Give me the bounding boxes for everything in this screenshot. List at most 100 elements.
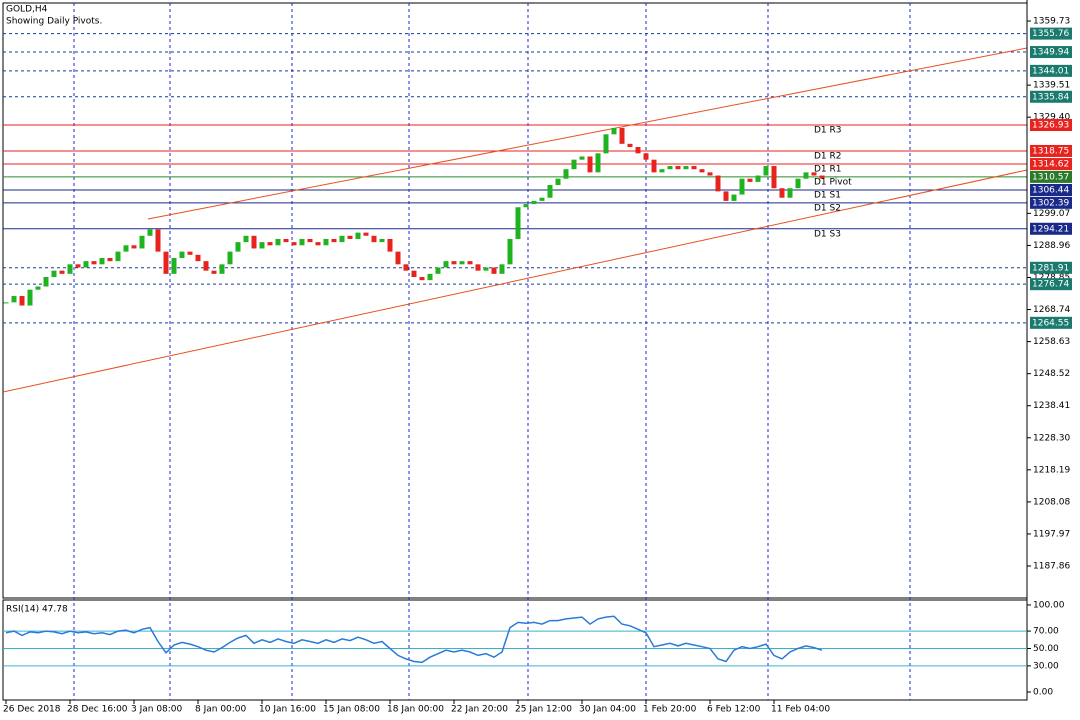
level-box xyxy=(1030,316,1072,329)
candle xyxy=(451,261,457,265)
level-label: 1349.94 xyxy=(1032,48,1069,58)
level-label: 1294.21 xyxy=(1032,224,1069,234)
rsi-y-tick-label: 0.00 xyxy=(1033,687,1053,697)
candle xyxy=(371,235,377,243)
level-label: 1302.39 xyxy=(1032,198,1069,208)
level-box xyxy=(1030,144,1072,157)
candle xyxy=(83,261,89,268)
candle xyxy=(515,207,521,239)
candle xyxy=(419,277,425,281)
candle xyxy=(211,270,217,274)
candle xyxy=(723,191,729,201)
level-label: 1344.01 xyxy=(1032,66,1069,76)
candle xyxy=(531,200,537,205)
x-tick-label: 6 Feb 12:00 xyxy=(707,705,761,715)
candle xyxy=(363,232,369,236)
candle xyxy=(43,277,49,287)
level-box xyxy=(1030,64,1072,77)
y-tick-label: 1329.40 xyxy=(1033,113,1070,123)
level-label: 1314.62 xyxy=(1032,160,1069,170)
candle xyxy=(339,235,345,243)
candle xyxy=(571,159,577,170)
level-box xyxy=(1030,27,1072,40)
y-tick-label: 1268.74 xyxy=(1033,305,1070,315)
candle xyxy=(187,251,193,255)
candle xyxy=(355,232,361,239)
pivot-label: D1 Pivot xyxy=(814,177,852,187)
candle xyxy=(715,175,721,192)
candle xyxy=(107,257,113,262)
candle xyxy=(411,270,417,278)
candle xyxy=(499,264,505,274)
candle xyxy=(51,270,57,278)
candle xyxy=(155,229,161,252)
candle xyxy=(483,267,489,271)
y-tick-label: 1248.52 xyxy=(1033,369,1070,379)
candle xyxy=(643,153,649,160)
x-tick-label: 11 Feb 04:00 xyxy=(771,705,830,715)
candle xyxy=(627,143,633,147)
level-box xyxy=(1030,158,1072,171)
level-label: 1281.91 xyxy=(1032,263,1069,273)
candle xyxy=(395,251,401,265)
level-box xyxy=(1030,183,1072,196)
level-box xyxy=(1030,119,1072,132)
x-tick-label: 1 Feb 20:00 xyxy=(643,705,697,715)
pivot-label: D1 R3 xyxy=(814,126,842,136)
candle xyxy=(563,169,569,179)
x-tick-label: 18 Jan 00:00 xyxy=(387,705,444,715)
rsi-line xyxy=(5,615,823,664)
candle xyxy=(235,242,241,252)
candle xyxy=(443,261,449,268)
candle xyxy=(139,235,145,249)
level-label: 1306.44 xyxy=(1032,185,1069,195)
candle xyxy=(19,296,25,306)
level-label: 1355.76 xyxy=(1032,29,1069,39)
candle xyxy=(683,166,689,170)
level-label: 1326.93 xyxy=(1032,121,1069,131)
candle xyxy=(523,204,529,208)
pivot-label: D1 R1 xyxy=(814,165,842,175)
pivot-label: D1 S1 xyxy=(814,190,841,200)
candle xyxy=(99,257,105,265)
candle xyxy=(619,127,625,144)
candle xyxy=(331,238,337,243)
rsi-y-tick-label: 30.00 xyxy=(1033,661,1059,671)
pivot-label: D1 R2 xyxy=(814,151,842,161)
candle xyxy=(603,134,609,154)
rsi-y-tick-label: 70.00 xyxy=(1033,627,1059,637)
candle xyxy=(467,261,473,265)
pivot-label: D1 S3 xyxy=(814,229,841,239)
candle xyxy=(699,169,705,173)
candle xyxy=(691,166,697,170)
level-box xyxy=(1030,170,1072,183)
x-tick-label: 15 Jan 08:00 xyxy=(323,705,380,715)
x-tick-label: 3 Jan 08:00 xyxy=(131,705,183,715)
chart-subtitle: Showing Daily Pivots. xyxy=(6,17,102,27)
candle xyxy=(475,264,481,271)
candle xyxy=(315,242,321,246)
x-tick-label: 30 Jan 04:00 xyxy=(579,705,636,715)
x-tick-label: 10 Jan 16:00 xyxy=(259,705,316,715)
candle xyxy=(491,267,497,274)
candle xyxy=(387,238,393,252)
x-tick-label: 22 Jan 20:00 xyxy=(451,705,508,715)
candle xyxy=(547,185,553,198)
rsi-y-tick-label: 50.00 xyxy=(1033,644,1059,654)
level-box xyxy=(1030,46,1072,59)
y-tick-label: 1238.41 xyxy=(1033,401,1070,411)
level-label: 1318.75 xyxy=(1032,146,1069,156)
candle xyxy=(555,178,561,186)
candle xyxy=(275,238,281,246)
candle xyxy=(163,251,169,274)
y-tick-label: 1288.96 xyxy=(1033,241,1070,251)
rsi-title: RSI(14) 47.78 xyxy=(6,605,68,615)
candle xyxy=(771,166,777,189)
candle xyxy=(787,188,793,198)
candle xyxy=(35,286,41,290)
candle xyxy=(507,238,513,265)
level-box xyxy=(1030,278,1072,291)
candle xyxy=(739,178,745,195)
level-label: 1335.84 xyxy=(1032,92,1069,102)
